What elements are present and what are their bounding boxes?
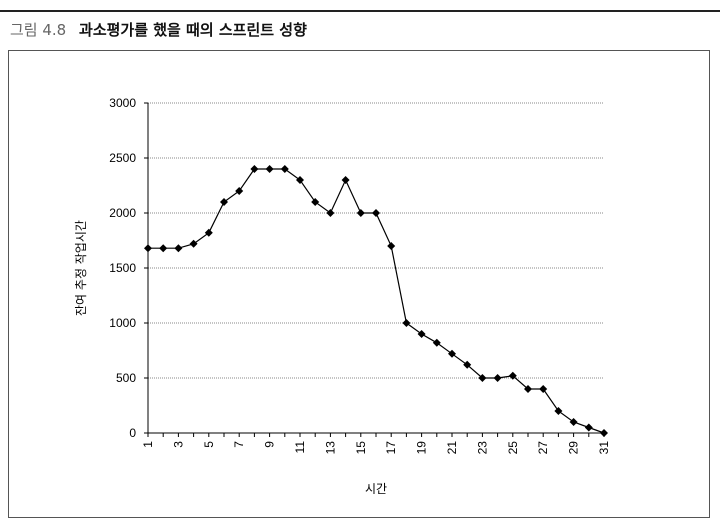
y-axis-title: 잔여 추정 작업시간	[74, 220, 88, 316]
data-point-8	[250, 165, 259, 173]
x-tick-label-5: 5	[202, 441, 216, 448]
data-point-31	[600, 429, 608, 437]
top-rule	[0, 10, 720, 12]
data-point-20	[432, 338, 441, 347]
data-point-26	[524, 385, 532, 393]
x-tick-label-9: 9	[263, 441, 277, 448]
x-tick-label-11: 11	[293, 441, 307, 454]
data-point-5	[204, 228, 213, 237]
data-point-12	[311, 198, 320, 206]
data-point-24	[493, 374, 502, 382]
figure-title: 과소평가를 했을 때의 스프린트 성향	[79, 21, 307, 39]
x-tick-label-21: 21	[445, 441, 459, 455]
data-point-16	[372, 209, 380, 217]
chart-frame	[8, 50, 710, 518]
x-tick-label-15: 15	[354, 441, 368, 455]
data-point-17	[387, 242, 396, 250]
data-point-4	[189, 239, 198, 248]
x-tick-label-3: 3	[171, 441, 185, 448]
y-tick-label-2000: 2000	[109, 206, 136, 220]
data-point-21	[448, 349, 456, 358]
gridlines	[148, 102, 604, 379]
data-point-2	[159, 244, 168, 253]
data-point-18	[402, 319, 411, 327]
data-point-6	[220, 198, 228, 206]
x-tick-label-23: 23	[475, 441, 489, 455]
data-point-14	[341, 176, 350, 184]
x-tick-label-1: 1	[141, 441, 155, 448]
data-point-11	[296, 176, 304, 184]
series-line	[148, 168, 605, 434]
x-tick-label-17: 17	[384, 441, 398, 455]
y-tick-label-1000: 1000	[109, 316, 136, 330]
y-tick-label-0: 0	[129, 426, 136, 440]
data-point-1	[144, 244, 152, 253]
x-axis-title: 시간	[365, 482, 387, 496]
y-tick-label-3000: 3000	[109, 96, 136, 110]
data-point-10	[280, 165, 289, 173]
figure-number: 그림 4.8	[10, 21, 67, 39]
x-tick-label-19: 19	[415, 441, 429, 455]
x-tick-label-25: 25	[506, 441, 520, 455]
data-point-7	[235, 187, 244, 195]
y-tick-label-1500: 1500	[109, 261, 136, 275]
y-tick-label-2500: 2500	[109, 151, 136, 165]
data-point-30	[584, 423, 593, 432]
x-tick-label-7: 7	[232, 441, 246, 448]
x-tick-label-13: 13	[323, 441, 337, 455]
data-point-9	[265, 165, 274, 173]
x-tick-labels: 1 3 5 7 9 11 13 15 17 19 21 23 25 27 29 31	[141, 441, 611, 455]
data-point-25	[508, 371, 517, 380]
y-tick-label-500: 500	[116, 371, 136, 385]
data-point-23	[478, 374, 487, 382]
series	[144, 165, 608, 437]
data-point-27	[539, 385, 548, 393]
data-point-28	[554, 407, 563, 415]
x-tick-label-31: 31	[597, 441, 611, 455]
y-tick-labels: 0 500 1000 1500 2000 2500 3000	[109, 96, 136, 440]
data-point-22	[463, 360, 472, 369]
data-point-13	[326, 209, 335, 217]
figure-caption: 그림 4.8 과소평가를 했을 때의 스프린트 성향	[10, 19, 307, 40]
x-tick-label-27: 27	[536, 441, 550, 455]
x-tick-label-29: 29	[567, 441, 581, 455]
data-point-19	[417, 330, 426, 338]
data-point-29	[569, 418, 578, 426]
axes	[144, 102, 605, 437]
data-point-3	[174, 244, 183, 253]
data-point-15	[356, 209, 365, 217]
